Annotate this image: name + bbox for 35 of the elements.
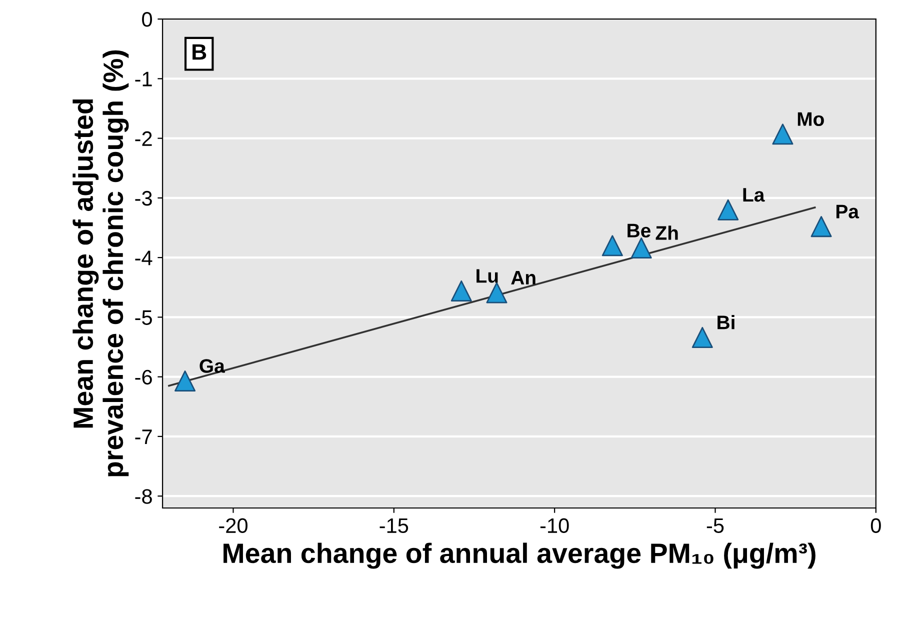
- x-tick-label: -10: [540, 518, 569, 534]
- y-tick-label: -6: [135, 370, 152, 385]
- annotation: Ga: [200, 359, 225, 373]
- point: [174, 370, 196, 392]
- x-tick-label: -5: [706, 518, 724, 534]
- point: [718, 199, 739, 220]
- point: [810, 216, 832, 238]
- point: [486, 282, 508, 304]
- point: [772, 124, 794, 145]
- y-tick-label: 0: [142, 12, 152, 27]
- annotation: La: [743, 188, 765, 202]
- x-axis-title: Mean change of annual average PM₁₀ (μg/m³): [224, 542, 816, 569]
- annotation: B: [192, 44, 206, 60]
- y-tick-label: -8: [135, 489, 152, 504]
- y-tick-label: -7: [135, 430, 152, 444]
- annotation: Mo: [798, 112, 824, 126]
- y-tick-label: -3: [135, 190, 152, 206]
- y-tick-label: -4: [135, 250, 152, 266]
- y-tick-label: -1: [135, 72, 152, 86]
- y-tick-label: -5: [135, 310, 152, 325]
- x-tick-label: 0: [870, 518, 881, 534]
- point: [450, 280, 472, 302]
- point: [602, 235, 623, 256]
- y-tick-label: -2: [135, 131, 152, 146]
- y-axis-title: Mean change of adjusted prevalence of chronic cough (%): [72, 50, 129, 476]
- annotation: An: [511, 271, 536, 284]
- annotation: Lu: [476, 269, 498, 283]
- annotation: Pa: [836, 204, 860, 218]
- annotation: Bi: [718, 315, 734, 330]
- x-tick-label: -20: [219, 518, 248, 534]
- annotation: Zh: [656, 226, 678, 240]
- point: [630, 238, 652, 259]
- point: [692, 326, 713, 348]
- annotation: Be: [628, 224, 650, 238]
- x-tick-label: -15: [380, 518, 408, 534]
